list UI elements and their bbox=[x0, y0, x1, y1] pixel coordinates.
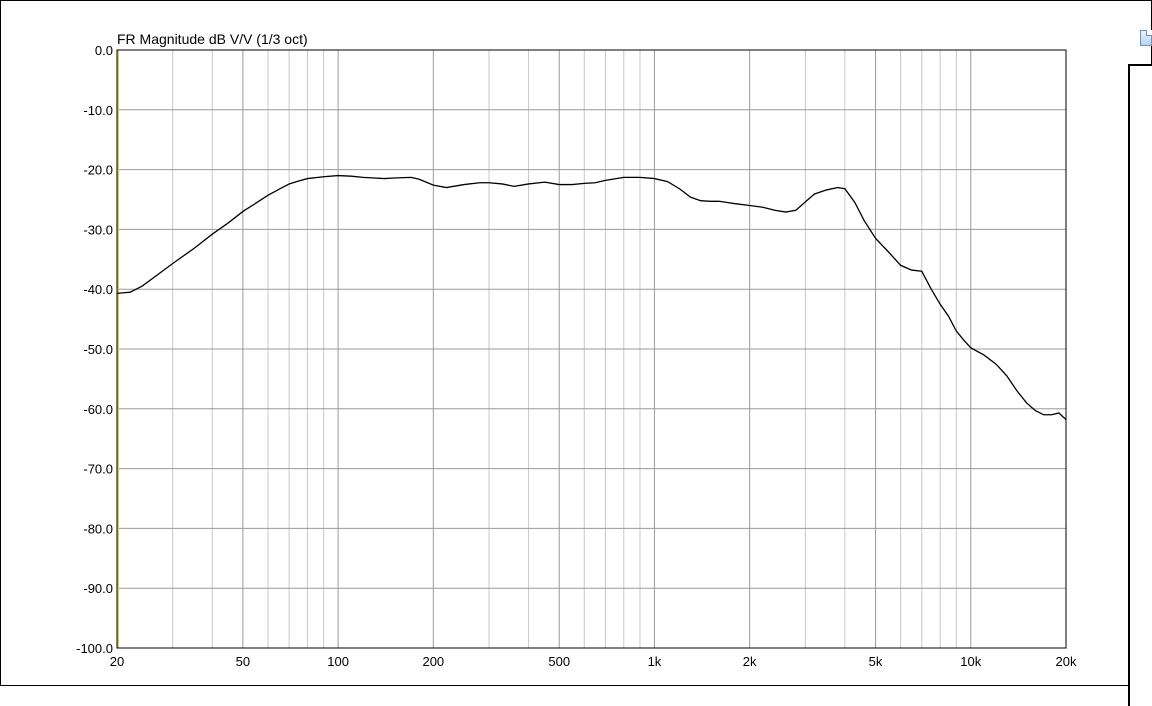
x-tick-label: 1k bbox=[648, 654, 662, 669]
x-tick-label: 5k bbox=[869, 654, 883, 669]
y-tick-label: -40.0 bbox=[83, 282, 113, 297]
x-tick-label: 10k bbox=[960, 654, 981, 669]
y-tick-label: -10.0 bbox=[83, 103, 113, 118]
chart-frame bbox=[0, 0, 1152, 686]
x-tick-label: 100 bbox=[327, 654, 349, 669]
x-tick-label: 20k bbox=[1056, 654, 1077, 669]
y-tick-label: -80.0 bbox=[83, 521, 113, 536]
x-tick-label: 2k bbox=[743, 654, 757, 669]
y-tick-label: -50.0 bbox=[83, 342, 113, 357]
y-tick-label: -20.0 bbox=[83, 163, 113, 178]
document-icon[interactable] bbox=[1140, 30, 1152, 46]
chart-title: FR Magnitude dB V/V (1/3 oct) bbox=[117, 31, 308, 47]
x-tick-label: 20 bbox=[110, 654, 124, 669]
side-panel bbox=[1128, 64, 1152, 706]
x-tick-label: 50 bbox=[236, 654, 250, 669]
x-tick-label: 200 bbox=[422, 654, 444, 669]
grid bbox=[116, 49, 1067, 649]
y-tick-label: -30.0 bbox=[83, 222, 113, 237]
y-tick-label: -100.0 bbox=[76, 641, 113, 656]
plot-area bbox=[116, 49, 1067, 649]
y-tick-label: 0.0 bbox=[95, 43, 113, 58]
y-tick-label: -70.0 bbox=[83, 462, 113, 477]
axis-tick-labels: 0.0 -10.0 -20.0 -30.0 -40.0 -50.0 -60.0 -70.0 -8… bbox=[76, 43, 1077, 669]
series-line bbox=[116, 174, 1067, 421]
y-tick-label: -60.0 bbox=[83, 402, 113, 417]
frequency-response-chart: 0.0 -10.0 -20.0 -30.0 -40.0 -50.0 -60.0 -70.0 -8… bbox=[76, 31, 1077, 669]
y-tick-label: -90.0 bbox=[83, 581, 113, 596]
x-tick-label: 500 bbox=[548, 654, 570, 669]
